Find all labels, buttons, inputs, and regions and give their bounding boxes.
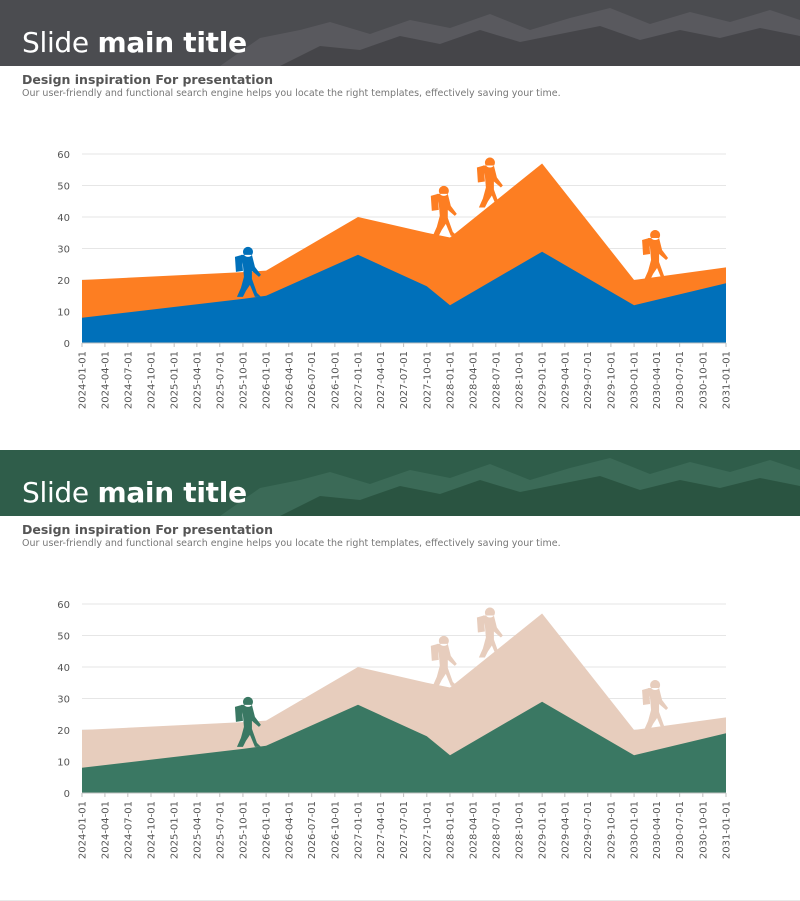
x-tick-label: 2026-07-01: [307, 351, 318, 409]
x-tick-label: 2027-04-01: [376, 351, 387, 409]
slide-header: Slide main title: [0, 0, 800, 66]
y-tick-label: 30: [57, 695, 70, 706]
x-tick-label: 2027-10-01: [422, 351, 433, 409]
page-title: Slide main title: [22, 476, 247, 509]
y-tick-label: 20: [57, 726, 70, 737]
mountain-banner: [0, 0, 800, 66]
x-tick-label: 2025-04-01: [192, 351, 203, 409]
x-tick-label: 2027-07-01: [399, 351, 410, 409]
x-tick-label: 2024-01-01: [78, 801, 89, 859]
area-chart: 0 10 20 30 40 50 60 2024-01-01 2024-04-01 2024-07…: [57, 150, 733, 409]
x-tick-label: 2028-07-01: [491, 801, 502, 859]
x-tick-label: 2024-04-01: [100, 351, 111, 409]
x-tick-label: 2030-01-01: [630, 351, 641, 409]
area-chart: 0 10 20 30 40 50 60 2024-01-01 2024-04-01 2024-07…: [57, 600, 733, 859]
hiker-icon: [430, 635, 457, 686]
subtitle: Design inspiration For presentation: [22, 72, 274, 87]
x-tick-label: 2031-01-01: [722, 801, 733, 859]
y-tick-label: 40: [57, 663, 70, 674]
x-tick-label: 2027-01-01: [354, 801, 365, 859]
x-tick-label: 2024-07-01: [123, 351, 134, 409]
x-tick-label: 2027-10-01: [422, 801, 433, 859]
y-tick-label: 40: [57, 213, 70, 224]
x-tick-label: 2027-04-01: [376, 801, 387, 859]
y-tick-label: 60: [57, 150, 70, 161]
hiker-icon: [476, 607, 503, 658]
x-tick-label: 2025-01-01: [170, 351, 181, 409]
x-tick-label: 2029-04-01: [560, 801, 571, 859]
x-tick-label: 2025-10-01: [238, 351, 249, 409]
y-tick-label: 10: [57, 758, 70, 769]
x-tick-label: 2030-01-01: [630, 801, 641, 859]
x-tick-label: 2028-04-01: [468, 801, 479, 859]
x-tick-label: 2029-10-01: [606, 801, 617, 859]
description: Our user-friendly and functional search …: [22, 88, 561, 99]
y-tick-label: 0: [64, 789, 70, 800]
hiker-icon: [642, 680, 669, 730]
x-tick-label: 2026-01-01: [262, 801, 273, 859]
x-tick-label: 2026-04-01: [284, 351, 295, 409]
x-tick-label: 2030-04-01: [652, 801, 663, 859]
slide-header: Slide main title: [0, 450, 800, 516]
hiker-icon: [476, 157, 503, 208]
x-tick-label: 2025-07-01: [215, 351, 226, 409]
x-tick-label: 2030-10-01: [698, 801, 709, 859]
page-title: Slide main title: [22, 26, 247, 59]
area-series-2: [82, 701, 726, 793]
area-series-2: [82, 251, 726, 343]
slide-2: Slide main title Design inspiration For …: [0, 450, 800, 901]
description: Our user-friendly and functional search …: [22, 538, 561, 549]
x-tick-label: 2026-04-01: [284, 801, 295, 859]
x-tick-label: 2030-07-01: [675, 351, 686, 409]
x-tick-label: 2029-04-01: [560, 351, 571, 409]
hiker-icon: [234, 696, 261, 747]
subtitle: Design inspiration For presentation: [22, 522, 274, 537]
x-tick-label: 2030-04-01: [652, 351, 663, 409]
x-tick-label: 2025-01-01: [170, 801, 181, 859]
y-tick-label: 50: [57, 632, 70, 643]
y-tick-label: 50: [57, 182, 70, 193]
x-tick-label: 2028-01-01: [445, 801, 456, 859]
x-tick-label: 2028-01-01: [445, 351, 456, 409]
x-tick-label: 2026-10-01: [330, 351, 341, 409]
mountain-banner: [0, 450, 800, 516]
x-tick-label: 2029-01-01: [538, 351, 549, 409]
y-tick-label: 10: [57, 308, 70, 319]
x-tick-label: 2024-07-01: [123, 801, 134, 859]
x-tick-label: 2024-10-01: [147, 351, 158, 409]
x-tick-label: 2026-01-01: [262, 351, 273, 409]
x-tick-label: 2029-01-01: [538, 801, 549, 859]
x-tick-label: 2029-07-01: [583, 351, 594, 409]
hiker-icon: [234, 246, 261, 297]
x-tick-label: 2029-07-01: [583, 801, 594, 859]
slide-1: Slide main title Design inspiration For …: [0, 0, 800, 451]
x-tick-label: 2031-01-01: [722, 351, 733, 409]
x-tick-label: 2027-07-01: [399, 801, 410, 859]
y-tick-label: 30: [57, 245, 70, 256]
x-tick-label: 2025-04-01: [192, 801, 203, 859]
x-tick-label: 2024-10-01: [147, 801, 158, 859]
x-tick-label: 2028-10-01: [514, 801, 525, 859]
y-tick-label: 20: [57, 276, 70, 287]
x-tick-label: 2024-04-01: [100, 801, 111, 859]
x-tick-label: 2028-07-01: [491, 351, 502, 409]
y-tick-label: 60: [57, 600, 70, 611]
x-tick-label: 2028-10-01: [514, 351, 525, 409]
x-tick-label: 2026-07-01: [307, 801, 318, 859]
y-tick-label: 0: [64, 339, 70, 350]
x-tick-label: 2030-10-01: [698, 351, 709, 409]
x-tick-label: 2024-01-01: [78, 351, 89, 409]
hiker-icon: [430, 185, 457, 236]
x-tick-label: 2025-10-01: [238, 801, 249, 859]
x-tick-label: 2029-10-01: [606, 351, 617, 409]
x-tick-label: 2028-04-01: [468, 351, 479, 409]
x-tick-label: 2030-07-01: [675, 801, 686, 859]
hiker-icon: [642, 230, 669, 280]
x-tick-label: 2025-07-01: [215, 801, 226, 859]
x-tick-label: 2027-01-01: [354, 351, 365, 409]
x-tick-label: 2026-10-01: [330, 801, 341, 859]
